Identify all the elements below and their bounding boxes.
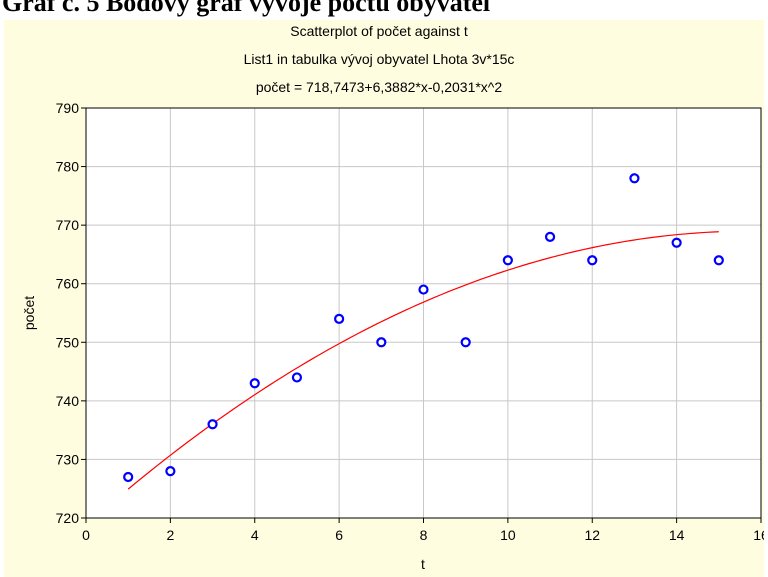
tick-labels: 0 2 4 6 8 10 12 14 16 720 730 740 750 760 770 780 790 [56, 100, 764, 543]
fit-curve [127, 231, 719, 490]
data-point [502, 255, 513, 266]
y-tick-label: 750 [56, 334, 80, 350]
x-tick-label: 4 [251, 527, 259, 543]
data-point [460, 337, 471, 348]
data-point [671, 237, 682, 248]
data-point [165, 466, 176, 477]
data-point [587, 255, 598, 266]
scatterplot-chart: Scatterplot of počet against t List1 in … [21, 23, 764, 572]
y-tick-label: 740 [56, 393, 80, 409]
y-tick-label: 770 [56, 217, 80, 233]
data-point [713, 255, 724, 266]
y-tick-label: 760 [56, 276, 80, 292]
y-tick-label: 720 [56, 510, 80, 526]
x-tick-label: 14 [669, 527, 685, 543]
data-point [376, 337, 387, 348]
data-point [418, 284, 429, 295]
data-point [123, 471, 134, 483]
data-point [249, 378, 260, 389]
x-tick-label: 10 [500, 527, 516, 543]
data-point [629, 173, 640, 184]
fit-equation: počet = 718,7473+6,3882*x-0,2031*x^2 [256, 79, 503, 95]
y-axis-label: počet [21, 296, 37, 330]
y-tick-label: 780 [56, 159, 80, 175]
data-point [207, 419, 218, 430]
x-tick-label: 2 [166, 527, 174, 543]
plot-frame [85, 107, 762, 519]
data-point [291, 372, 303, 383]
x-tick-label: 0 [82, 527, 90, 543]
x-tick-label: 6 [335, 527, 343, 543]
data-point [334, 313, 345, 324]
document-heading: Graf č. 5 Bodový graf vývoje počtu obyva… [0, 0, 768, 20]
x-tick-label: 16 [753, 527, 764, 543]
x-axis-label: t [421, 556, 425, 572]
data-point [544, 231, 556, 242]
chart-subtitle: List1 in tabulka vývoj obyvatel Lhota 3v… [244, 51, 515, 67]
x-tick-label: 12 [584, 527, 600, 543]
chart-title: Scatterplot of počet against t [290, 23, 468, 39]
chart-figure: Scatterplot of počet against t List1 in … [4, 20, 764, 577]
y-tick-label: 730 [56, 451, 80, 467]
x-tick-label: 8 [420, 527, 428, 543]
y-tick-label: 790 [56, 100, 80, 116]
data-points [123, 173, 724, 483]
